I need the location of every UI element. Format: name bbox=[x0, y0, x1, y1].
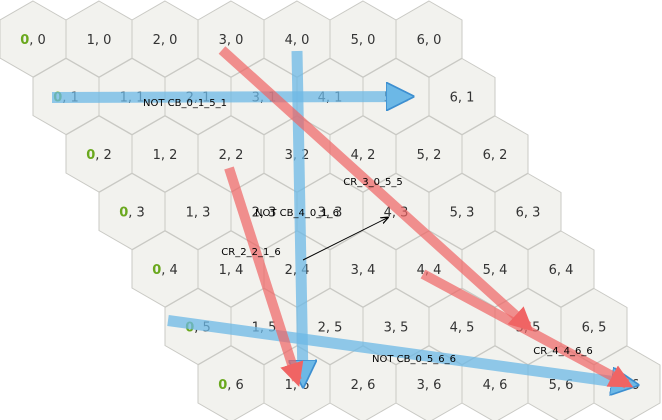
blue-arrow-not-cb-4-0-1-6 bbox=[297, 50, 303, 380]
cell-coordinate: 5, 0 bbox=[351, 33, 376, 48]
cell-coordinate: 1, 0 bbox=[87, 33, 112, 48]
blue-arrow-not-cb-0-1-5-1 bbox=[51, 97, 406, 98]
cell-coordinate: 2, 2 bbox=[219, 148, 244, 163]
cell-coordinate: 0, 4 bbox=[152, 263, 178, 278]
hex-cell-0-6[interactable]: 0, 6 bbox=[197, 345, 265, 420]
cell-coordinate: 5, 2 bbox=[417, 148, 442, 163]
hex-cell-0-3[interactable]: 0, 3 bbox=[98, 172, 166, 251]
cell-coordinate: 2, 5 bbox=[318, 321, 343, 336]
cell-coordinate: 5, 4 bbox=[483, 263, 508, 278]
cell-coordinate: 0, 6 bbox=[218, 378, 244, 393]
cell-coordinate: 1, 6 bbox=[285, 378, 310, 393]
black-arrow-pointer bbox=[302, 218, 388, 261]
cell-coordinate: 0, 2 bbox=[86, 148, 112, 163]
arrow-label: CR_2_2_1_6 bbox=[221, 247, 280, 258]
cell-coordinate: 3, 6 bbox=[417, 378, 442, 393]
cell-coordinate: 2, 3 bbox=[252, 206, 277, 221]
cell-coordinate: 6, 3 bbox=[516, 206, 541, 221]
cell-coordinate: 4, 2 bbox=[351, 148, 376, 163]
cell-coordinate: 5, 3 bbox=[450, 206, 475, 221]
hex-cell-1-3[interactable]: 1, 3 bbox=[164, 172, 232, 251]
cell-coordinate: 6, 0 bbox=[417, 33, 442, 48]
cell-coordinate: 1, 4 bbox=[219, 263, 244, 278]
cell-coordinate: 0, 0 bbox=[20, 33, 46, 48]
hex-cell-5-3[interactable]: 5, 3 bbox=[428, 172, 496, 251]
cell-coordinate: 1, 2 bbox=[153, 148, 178, 163]
arrow-label: NOT CB_0_5_6_6 bbox=[372, 354, 456, 365]
cell-coordinate: 6, 2 bbox=[483, 148, 508, 163]
cell-coordinate: 6, 5 bbox=[582, 321, 607, 336]
blue-arrow-not-cb-0-5-6-6 bbox=[167, 315, 631, 385]
arrow-label: CR_3_0_5_5 bbox=[343, 177, 402, 188]
hex-cell-6-2[interactable]: 6, 2 bbox=[461, 115, 529, 193]
cell-coordinate: 3, 0 bbox=[219, 33, 244, 48]
arrow-label: NOT CB_0_1_5_1 bbox=[143, 98, 227, 109]
hex-cell-6-5[interactable]: 6, 5 bbox=[560, 287, 628, 366]
cell-coordinate: 2, 6 bbox=[351, 378, 376, 393]
arrow-label: NOT CB_4_0_1_6 bbox=[255, 208, 339, 219]
cell-coordinate: 5, 6 bbox=[549, 378, 574, 393]
cell-coordinate: 2, 0 bbox=[153, 33, 178, 48]
cell-coordinate: 4, 0 bbox=[285, 33, 310, 48]
cell-coordinate: 4, 5 bbox=[450, 321, 475, 336]
arrow-label: CR_4_4_6_6 bbox=[533, 346, 592, 357]
cell-coordinate: 4, 6 bbox=[483, 378, 508, 393]
hex-cell-0-2[interactable]: 0, 2 bbox=[65, 115, 133, 193]
red-arrow-cr-3-0-5-5 bbox=[218, 46, 534, 332]
cell-coordinate: 6, 4 bbox=[549, 263, 574, 278]
cell-coordinate: 4, 4 bbox=[417, 263, 442, 278]
cell-coordinate: 3, 4 bbox=[351, 263, 376, 278]
hex-cell-4-2[interactable]: 4, 2 bbox=[329, 115, 397, 193]
cell-coordinate: 3, 3 bbox=[318, 206, 343, 221]
cell-coordinate: 1, 3 bbox=[186, 206, 211, 221]
cell-coordinate: 0, 3 bbox=[119, 206, 145, 221]
red-arrow-cr-4-4-6-6 bbox=[420, 269, 634, 389]
cell-coordinate: 6, 1 bbox=[450, 91, 475, 106]
red-arrow-cr-2-2-1-6 bbox=[224, 166, 304, 387]
cell-coordinate: 3, 5 bbox=[384, 321, 409, 336]
hex-cell-6-0[interactable]: 6, 0 bbox=[395, 0, 463, 78]
hex-cell-6-3[interactable]: 6, 3 bbox=[494, 172, 562, 251]
